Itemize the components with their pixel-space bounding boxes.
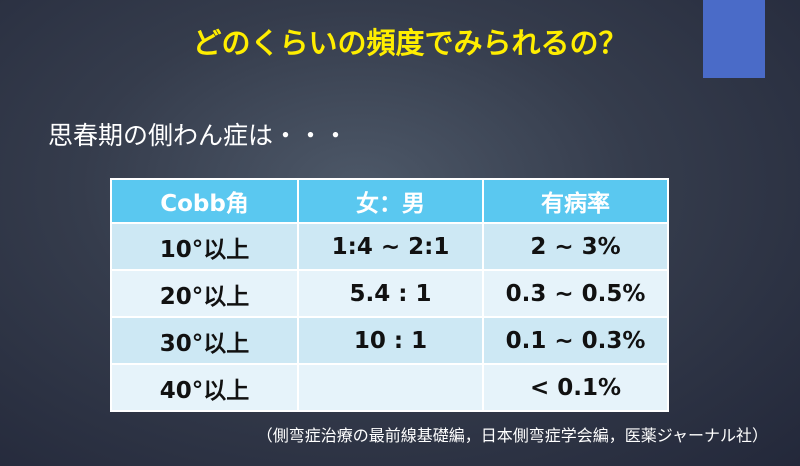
prevalence-table: Cobb角 女：男 有病率 10°以上 1:4 ~ 2:1 2 ~ 3% 20°以上 5.4…	[110, 178, 669, 412]
header-cell: Cobb角	[110, 178, 299, 224]
source-note: （側弯症治療の最前線基礎編，日本側弯症学会編，医薬ジャーナル社）	[256, 426, 768, 445]
table-cell: 2 ~ 3%	[482, 222, 669, 271]
table-cell: 30°以上	[110, 316, 299, 365]
table-row: 10°以上 1:4 ~ 2:1 2 ~ 3%	[110, 222, 669, 271]
empty-cell	[297, 363, 484, 412]
table-cell: 0.1 ~ 0.3%	[482, 316, 669, 365]
header-cell: 女：男	[297, 178, 484, 224]
table-cell: 5.4 : 1	[297, 269, 484, 318]
table-row: 40°以上 < 0.1%	[110, 363, 669, 412]
subtitle: 思春期の側わん症は・・・	[48, 121, 349, 150]
table-cell: 1:4 ~ 2:1	[297, 222, 484, 271]
table-cell: 40°以上	[110, 363, 299, 412]
accent-block	[703, 0, 765, 78]
header-row: Cobb角 女：男 有病率	[110, 178, 669, 224]
table-cell: 0.3 ~ 0.5%	[482, 269, 669, 318]
table-row: 30°以上 10 : 1 0.1 ~ 0.3%	[110, 316, 669, 365]
table-cell: 20°以上	[110, 269, 299, 318]
table-cell: 10 : 1	[297, 316, 484, 365]
table-cell: 10°以上	[110, 222, 299, 271]
slide-title: どのくらいの頻度でみられるの？	[192, 26, 628, 60]
table-cell: < 0.1%	[482, 363, 669, 412]
header-cell: 有病率	[482, 178, 669, 224]
table-row: 20°以上 5.4 : 1 0.3 ~ 0.5%	[110, 269, 669, 318]
